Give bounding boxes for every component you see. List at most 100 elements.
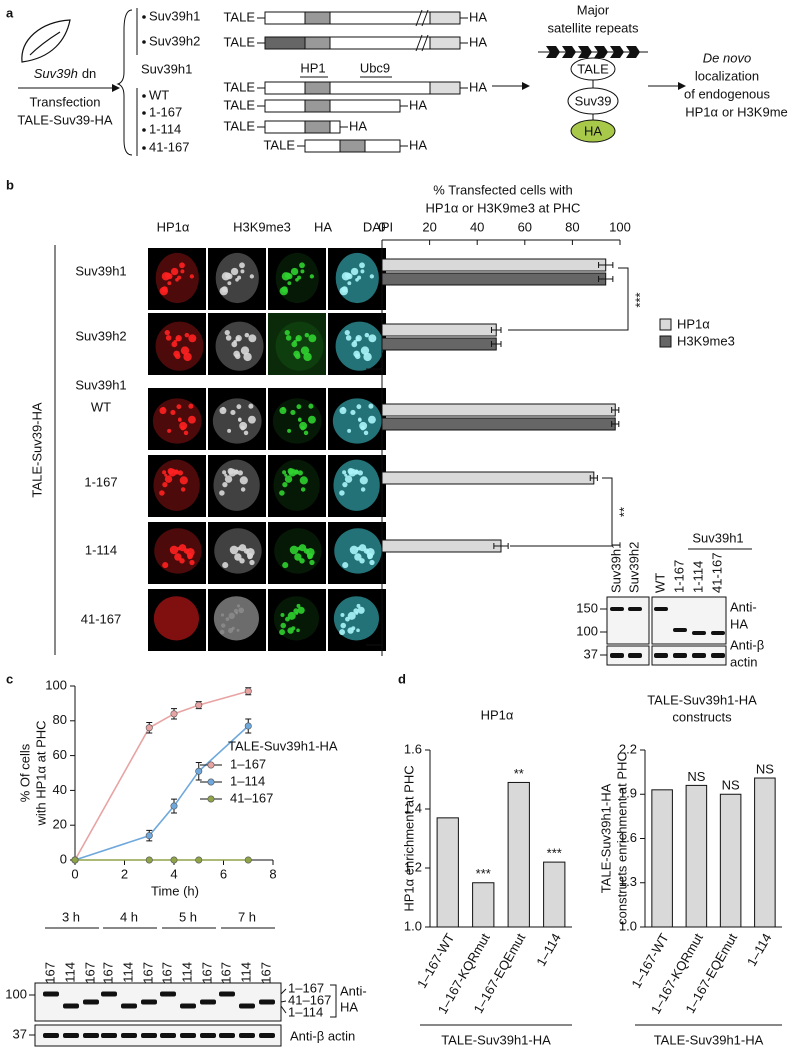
focus <box>287 467 294 475</box>
focus <box>247 415 256 424</box>
band <box>239 1033 255 1038</box>
focus <box>363 430 369 436</box>
micrograph <box>148 388 206 450</box>
focus <box>177 275 182 280</box>
antibody: HA <box>730 616 748 631</box>
focus <box>354 553 362 561</box>
channel-label: DAPI <box>363 219 393 234</box>
band <box>692 653 706 658</box>
legend-marker <box>207 778 215 786</box>
band <box>63 1003 79 1009</box>
focus <box>354 353 361 360</box>
brace <box>116 9 133 156</box>
focus <box>234 553 242 561</box>
bar <box>719 793 742 928</box>
tale-label: TALE <box>223 97 255 112</box>
method: TALE-Suv39-HA <box>17 112 112 127</box>
focus <box>239 421 248 430</box>
band <box>711 631 725 635</box>
focus <box>238 607 245 614</box>
focus <box>282 470 287 475</box>
focus <box>297 275 302 280</box>
focus <box>280 622 287 629</box>
chart-title: TALE-Suv39h1-HA <box>647 692 757 707</box>
tale-label: TALE <box>263 137 295 152</box>
nucleus <box>153 596 199 641</box>
focus <box>225 335 232 341</box>
focus <box>308 403 314 409</box>
y-tick-label: 1.3 <box>619 874 637 889</box>
band <box>610 607 624 611</box>
focus <box>307 415 316 424</box>
micrograph <box>208 522 266 584</box>
focus <box>282 562 289 569</box>
focus <box>279 490 285 496</box>
focus <box>359 421 368 430</box>
blot <box>651 645 727 666</box>
focus <box>307 555 312 560</box>
focus <box>363 548 370 554</box>
band <box>673 653 687 658</box>
focus <box>299 421 308 430</box>
focus <box>165 335 172 341</box>
focus <box>282 481 288 488</box>
focus <box>339 490 345 496</box>
marker: 37 <box>584 646 598 661</box>
error-bar <box>493 543 509 549</box>
focus <box>367 415 376 424</box>
lane-label: 1-114 <box>690 561 705 593</box>
chart-title: HP1α <box>481 707 514 722</box>
focus <box>171 341 178 348</box>
bracket <box>330 984 337 1018</box>
focus <box>344 329 350 336</box>
domain-light <box>429 81 461 95</box>
significance: NS <box>687 769 705 784</box>
bullet <box>142 40 146 44</box>
band <box>259 999 275 1005</box>
focus <box>300 346 310 355</box>
marker <box>145 724 153 732</box>
band-pointer <box>280 1005 287 1014</box>
outcome: De novo <box>703 50 751 65</box>
domain-gray <box>304 36 331 50</box>
focus <box>227 281 232 286</box>
band <box>711 653 725 658</box>
error-bar <box>589 475 598 481</box>
row-label: 41-167 <box>81 611 121 626</box>
bar <box>381 539 502 553</box>
micrograph <box>148 455 206 517</box>
band <box>101 991 117 997</box>
focus <box>300 269 305 274</box>
focus <box>224 329 230 336</box>
construct-name: Suv39h2 <box>149 33 200 48</box>
error-bar <box>611 421 620 427</box>
marker: 37 <box>13 1026 27 1041</box>
bullet <box>142 146 146 150</box>
complex-label: HA <box>584 123 602 138</box>
bracket <box>510 477 613 547</box>
outcome: of endogenous <box>684 86 771 101</box>
band <box>628 653 642 658</box>
focus <box>299 476 308 485</box>
focus <box>284 473 288 477</box>
marker: 150 <box>576 600 598 615</box>
significance: *** <box>476 866 491 881</box>
break <box>421 9 429 27</box>
ha-node <box>570 119 616 143</box>
ha-label: HA <box>469 9 487 24</box>
focus <box>351 341 358 348</box>
band <box>63 1033 79 1038</box>
nucleus <box>153 459 200 511</box>
focus <box>235 611 238 615</box>
bar <box>651 789 673 928</box>
focus <box>350 409 356 416</box>
band-label: 1–114 <box>288 1004 323 1019</box>
focus <box>177 470 183 476</box>
focus <box>228 628 234 634</box>
focus <box>184 332 190 338</box>
condition-gene: Suv39h <box>34 66 78 81</box>
focus <box>294 353 301 360</box>
marker <box>244 722 252 730</box>
side-label: TALE-Suv39-HA <box>29 402 44 497</box>
focus <box>183 352 192 362</box>
